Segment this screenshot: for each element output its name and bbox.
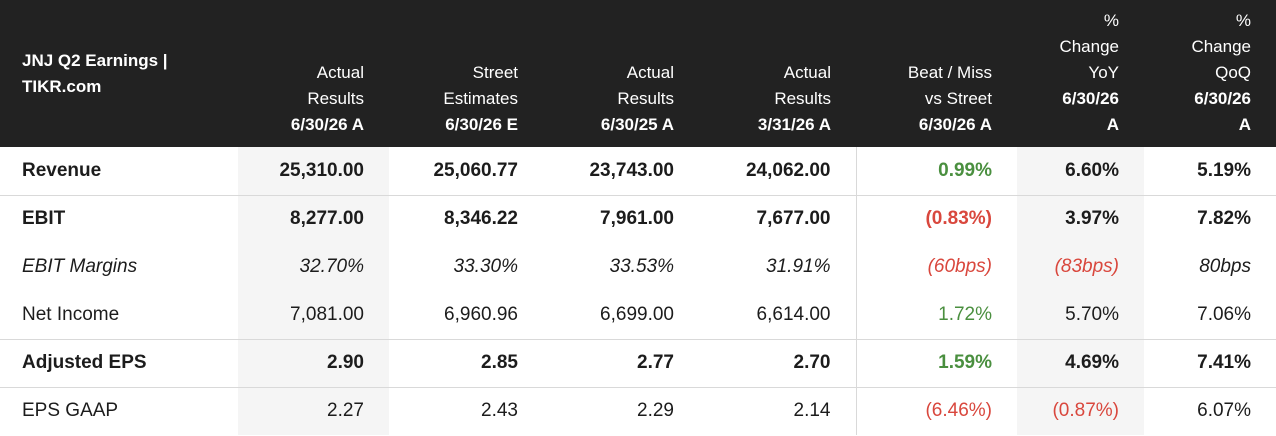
cell-street-estimate: 6,960.96: [389, 291, 543, 340]
row-label: EPS GAAP: [22, 400, 119, 422]
table-row-eps-gaap: EPS GAAP 2.27 2.43 2.29 2.14 (6.46%) (0.…: [0, 387, 1276, 435]
header-row: JNJ Q2 Earnings | TIKR.com Actual Results 6…: [0, 0, 1276, 147]
table-row-ebit: EBIT 8,277.00 8,346.22 7,961.00 7,677.00…: [0, 195, 1276, 243]
col-header-beat-miss: Beat / Miss vs Street 6/30/26 A: [856, 0, 1017, 147]
cell-actual-q1-26: 24,062.00: [699, 147, 857, 196]
row-label: Adjusted EPS: [0, 339, 238, 388]
cell-actual-q1-26: 7,677.00: [699, 195, 857, 243]
table-row-revenue: Revenue 25,310.00 25,060.77 23,743.00 24…: [0, 147, 1276, 196]
cell-change-qoq: 80bps: [1199, 256, 1251, 277]
cell-street-estimate: 8,346.22: [444, 208, 518, 230]
cell-street-estimate: 33.30%: [453, 256, 518, 277]
cell-change-yoy: (83bps): [1017, 243, 1144, 291]
cell-actual-q2-25: 2.29: [637, 400, 674, 422]
cell-change-yoy: 5.70%: [1017, 291, 1144, 340]
cell-actual-q2-26: 25,310.00: [238, 147, 389, 196]
cell-beat-miss: 0.99%: [856, 147, 1017, 196]
cell-actual-q2-26: 32.70%: [238, 243, 389, 291]
col-header-actual-q2-26: Actual Results 6/30/26 A: [238, 0, 389, 147]
cell-change-qoq: 7.41%: [1144, 339, 1276, 388]
col-header-actual-q1-26: Actual Results 3/31/26 A: [699, 0, 856, 147]
table-row-net-income: Net Income 7,081.00 6,960.96 6,699.00 6,…: [0, 291, 1276, 340]
table-row-ebit-margins: EBIT Margins 32.70% 33.30% 33.53% 31.91%…: [0, 243, 1276, 291]
col-header-change-yoy: % Change YoY 6/30/26 A: [1017, 0, 1144, 147]
row-label: EBIT: [22, 208, 66, 230]
cell-actual-q1-26: 2.70: [699, 339, 857, 388]
cell-actual-q2-26: 8,277.00: [238, 195, 389, 243]
cell-beat-miss: (60bps): [927, 256, 992, 277]
cell-actual-q2-25: 33.53%: [609, 256, 674, 277]
cell-change-qoq: 7.82%: [1197, 208, 1251, 230]
table-row-adjusted-eps: Adjusted EPS 2.90 2.85 2.77 2.70 1.59% 4…: [0, 339, 1276, 388]
table-title: JNJ Q2 Earnings | TIKR.com: [0, 0, 238, 147]
row-label: Net Income: [0, 291, 238, 340]
col-header-street-estimates: Street Estimates 6/30/26 E: [389, 0, 543, 147]
cell-change-yoy: 6.60%: [1017, 147, 1144, 196]
cell-actual-q1-26: 2.14: [699, 387, 857, 435]
cell-street-estimate: 2.85: [389, 339, 543, 388]
cell-beat-miss: 1.72%: [856, 291, 1017, 340]
row-label: EBIT Margins: [22, 256, 138, 277]
cell-change-qoq: 6.07%: [1197, 400, 1251, 422]
cell-change-yoy: (0.87%): [1017, 387, 1144, 435]
cell-change-qoq: 7.06%: [1144, 291, 1276, 340]
col-header-change-qoq: % Change QoQ 6/30/26 A: [1144, 0, 1276, 147]
cell-actual-q2-25: 23,743.00: [543, 147, 699, 196]
cell-street-estimate: 25,060.77: [389, 147, 543, 196]
cell-actual-q2-25: 7,961.00: [600, 208, 674, 230]
col-header-actual-q2-25: Actual Results 6/30/25 A: [543, 0, 699, 147]
cell-actual-q1-26: 31.91%: [699, 243, 857, 291]
cell-actual-q1-26: 6,614.00: [699, 291, 857, 340]
cell-beat-miss: (6.46%): [925, 400, 992, 422]
cell-actual-q2-25: 6,699.00: [543, 291, 699, 340]
row-label: Revenue: [0, 147, 238, 196]
cell-beat-miss: 1.59%: [856, 339, 1017, 388]
cell-actual-q2-26: 2.90: [238, 339, 389, 388]
cell-actual-q2-26: 7,081.00: [238, 291, 389, 340]
cell-change-yoy: 3.97%: [1017, 195, 1144, 243]
cell-street-estimate: 2.43: [481, 400, 518, 422]
cell-actual-q2-25: 2.77: [543, 339, 699, 388]
cell-change-yoy: 4.69%: [1017, 339, 1144, 388]
cell-change-qoq: 5.19%: [1144, 147, 1276, 196]
cell-beat-miss: (0.83%): [925, 208, 992, 230]
cell-actual-q2-26: 2.27: [238, 387, 389, 435]
